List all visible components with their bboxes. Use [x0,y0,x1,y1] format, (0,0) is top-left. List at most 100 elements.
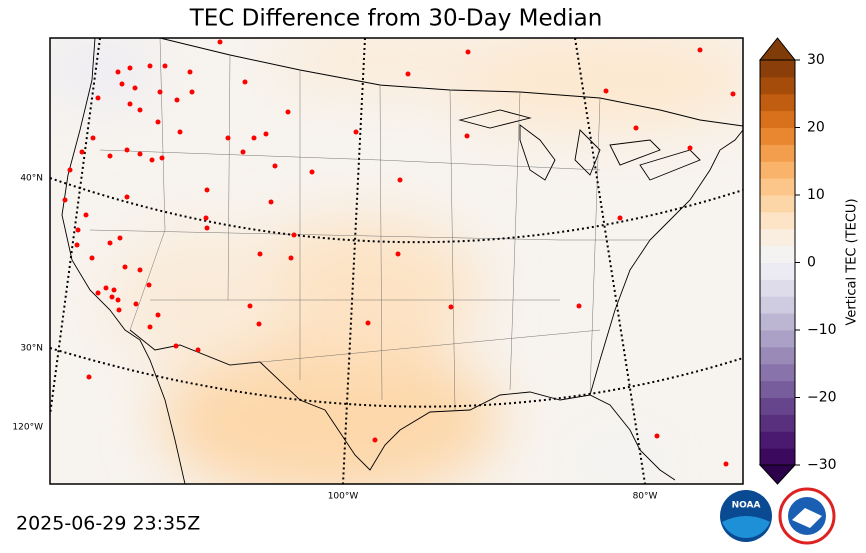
station [157,89,163,95]
station [149,157,155,163]
map-field [50,38,743,484]
colorbar-level [760,313,795,331]
lon-label: 120°W [12,423,43,433]
station [240,149,246,155]
station [124,194,130,200]
station [225,135,231,141]
station [95,290,101,296]
colorbar-label: Vertical TEC (TECU) [845,198,860,325]
station [730,91,736,97]
station [204,225,210,231]
station [242,79,248,85]
station [137,267,143,273]
station [133,301,139,307]
colorbar-level [760,279,795,297]
station [127,65,133,71]
station [187,69,193,75]
colorbar-level [760,195,795,213]
station [79,149,85,155]
noaa-text: NOAA [732,501,761,511]
station [146,282,152,288]
station [448,304,454,310]
station [397,177,403,183]
station [723,461,729,467]
stations [62,39,736,467]
station [288,255,294,261]
colorbar-level [760,414,795,432]
colorbar-tick-label: 10 [807,187,825,203]
station [115,69,121,75]
colorbar-level [760,228,795,247]
station [173,343,179,349]
station [217,39,223,45]
station [159,155,165,161]
station [203,215,209,221]
station [109,294,115,300]
station [155,312,161,318]
station [195,347,201,353]
station [119,81,125,87]
nws-logo [778,487,836,545]
colorbar-level [760,448,795,466]
station [576,303,582,309]
station [697,47,703,53]
colorbar-level [760,211,795,230]
station [107,240,113,246]
lat-label: 30°N [20,344,43,354]
station [117,235,123,241]
station [633,125,639,131]
colorbar-level [760,431,795,449]
colorbar-extend-low [758,464,797,485]
colorbar-level [760,76,795,95]
station [654,433,660,439]
timestamp: 2025-06-29 23:35Z [16,513,200,535]
station [116,307,122,313]
station [124,147,130,153]
station [90,135,96,141]
station [291,232,297,238]
station [89,255,95,261]
colorbar-level [760,245,795,263]
colorbar-level [760,144,795,162]
station [174,97,180,103]
colorbar-level [760,178,795,196]
map-frame [49,37,744,485]
state-borders [89,38,650,411]
station [263,131,269,137]
colorbar-tick-label: −30 [807,457,837,473]
station [365,320,371,326]
station [272,163,278,169]
station [103,285,109,291]
station [204,187,210,193]
station [617,215,623,221]
title: TEC Difference from 30-Day Median [189,6,603,32]
colorbar-tick-label: 0 [807,255,816,271]
colorbar-level [760,127,795,145]
station [127,101,133,107]
lon-label: 80°W [633,492,658,502]
station [247,303,253,309]
graticule [50,38,743,484]
colorbar-level [760,110,795,128]
station [137,107,143,113]
colorbar-level [760,296,795,314]
colorbar: −30 −20 −10 0 10 20 30 [758,37,837,485]
station [137,151,143,157]
station [122,264,128,270]
station [353,129,359,135]
station [155,119,161,125]
station [268,199,274,205]
colorbar-level [760,60,795,78]
station [62,197,68,203]
colorbar-level [760,363,795,382]
station [86,374,92,380]
station [603,88,609,94]
colorbar-tick-label: 30 [807,52,825,68]
station [687,145,693,151]
station [132,85,138,91]
colorbar-extend-high [758,37,797,61]
station [189,89,195,95]
station [177,129,183,135]
colorbar-level [760,262,795,280]
